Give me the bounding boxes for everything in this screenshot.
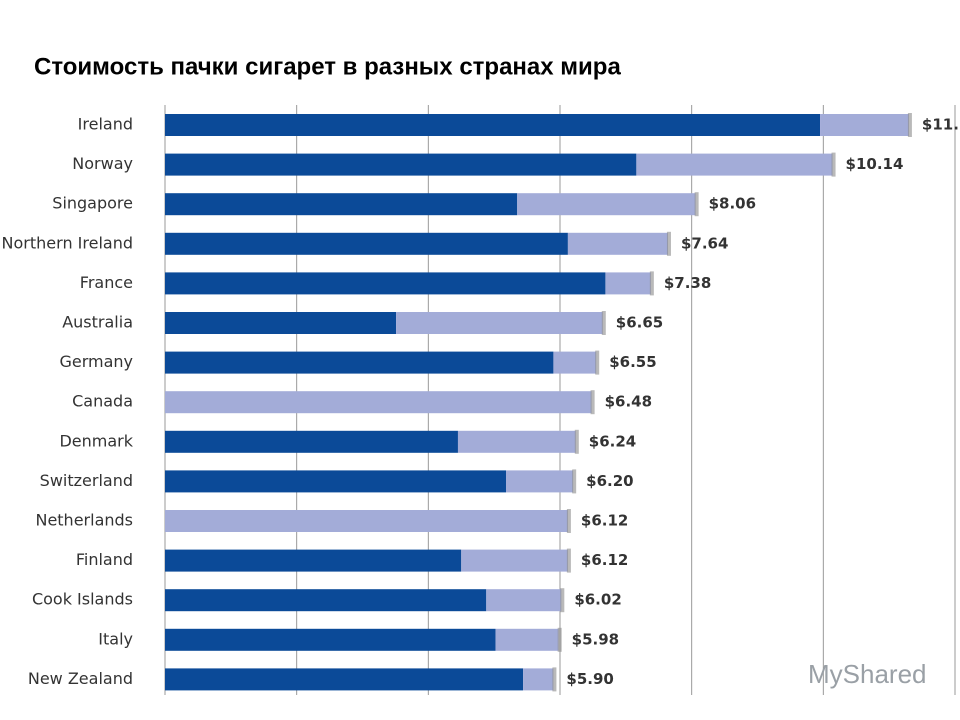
bar-segment <box>165 351 554 374</box>
bar-segment <box>165 312 397 334</box>
bar-segment <box>523 668 554 691</box>
y-tick-label: Ireland <box>78 115 133 134</box>
bar-segment <box>165 668 524 691</box>
bar-shadow <box>601 311 606 335</box>
bar-segment <box>165 232 568 255</box>
total-label: $6.12 <box>581 551 628 569</box>
total-label: $6.65 <box>616 314 663 332</box>
plot-area: Ireland $11. Norway $10.14 Singapore $8.06 Nor… <box>2 105 959 695</box>
chart-title: Стоимость пачки сигарет в разных странах… <box>34 53 621 80</box>
bar-segment <box>165 430 458 453</box>
bar-segment <box>506 470 574 493</box>
total-label: $7.64 <box>681 234 728 252</box>
bar-shadow <box>566 548 571 573</box>
total-label: $6.55 <box>609 353 656 371</box>
bar-shadow <box>666 231 671 256</box>
bar-segment <box>165 470 507 493</box>
bar-shadow <box>552 667 557 692</box>
y-tick-label: Singapore <box>52 194 133 213</box>
y-tick-label: Italy <box>98 629 133 648</box>
y-tick-label: Netherlands <box>35 511 133 530</box>
bar-segment <box>567 232 668 255</box>
y-tick-label: Finland <box>76 550 133 569</box>
bar-segment <box>553 351 597 374</box>
bar-segment <box>165 114 821 136</box>
bar-shadow <box>590 390 595 415</box>
y-tick-label: Norway <box>72 154 133 173</box>
bar-segment <box>517 193 696 216</box>
total-label: $6.02 <box>574 591 621 609</box>
bar-shadow <box>574 429 579 454</box>
total-label: $11. <box>922 116 959 134</box>
bar-segment <box>165 272 606 295</box>
y-tick-label: Canada <box>72 392 133 411</box>
bar-segment <box>486 589 562 612</box>
total-label: $5.90 <box>566 670 613 688</box>
bar-segment <box>165 510 568 532</box>
y-tick-label: Denmark <box>59 431 133 450</box>
total-label: $5.98 <box>572 630 619 648</box>
bar-shadow <box>566 509 571 533</box>
bar-segment <box>165 549 462 572</box>
bar-shadow <box>831 152 836 177</box>
y-tick-label: Cook Islands <box>32 590 133 609</box>
total-label: $6.12 <box>581 512 628 530</box>
y-tick-label: Switzerland <box>40 471 133 490</box>
bar-shadow <box>572 469 577 494</box>
bar-segment <box>165 193 518 216</box>
total-label: $10.14 <box>846 155 904 173</box>
bar-shadow <box>907 113 912 137</box>
bar-shadow <box>649 271 654 296</box>
bar-segment <box>396 312 603 334</box>
y-tick-label: Germany <box>59 352 133 371</box>
bar-segment <box>495 628 559 651</box>
bar-segment <box>636 153 833 176</box>
bar-segment <box>165 153 637 176</box>
y-tick-label: Australia <box>62 313 133 332</box>
bar-segment <box>820 114 909 136</box>
total-label: $6.20 <box>586 472 633 490</box>
bar-segment <box>165 628 496 651</box>
bar-segment <box>165 589 487 612</box>
total-label: $7.38 <box>664 274 711 292</box>
bar-segment <box>605 272 651 295</box>
total-label: $6.24 <box>589 432 636 450</box>
bar-shadow <box>595 350 600 375</box>
bar-segment <box>165 391 592 414</box>
y-tick-label: New Zealand <box>28 669 133 688</box>
total-label: $8.06 <box>709 195 756 213</box>
bar-shadow <box>560 588 565 613</box>
bar-shadow <box>557 627 562 652</box>
y-tick-label: Northern Ireland <box>2 233 133 252</box>
watermark: MyShared <box>808 659 927 689</box>
total-label: $6.48 <box>605 393 652 411</box>
bar-segment <box>461 549 568 572</box>
y-tick-label: France <box>80 273 133 292</box>
bar-segment <box>457 430 576 453</box>
bar-shadow <box>694 192 699 217</box>
